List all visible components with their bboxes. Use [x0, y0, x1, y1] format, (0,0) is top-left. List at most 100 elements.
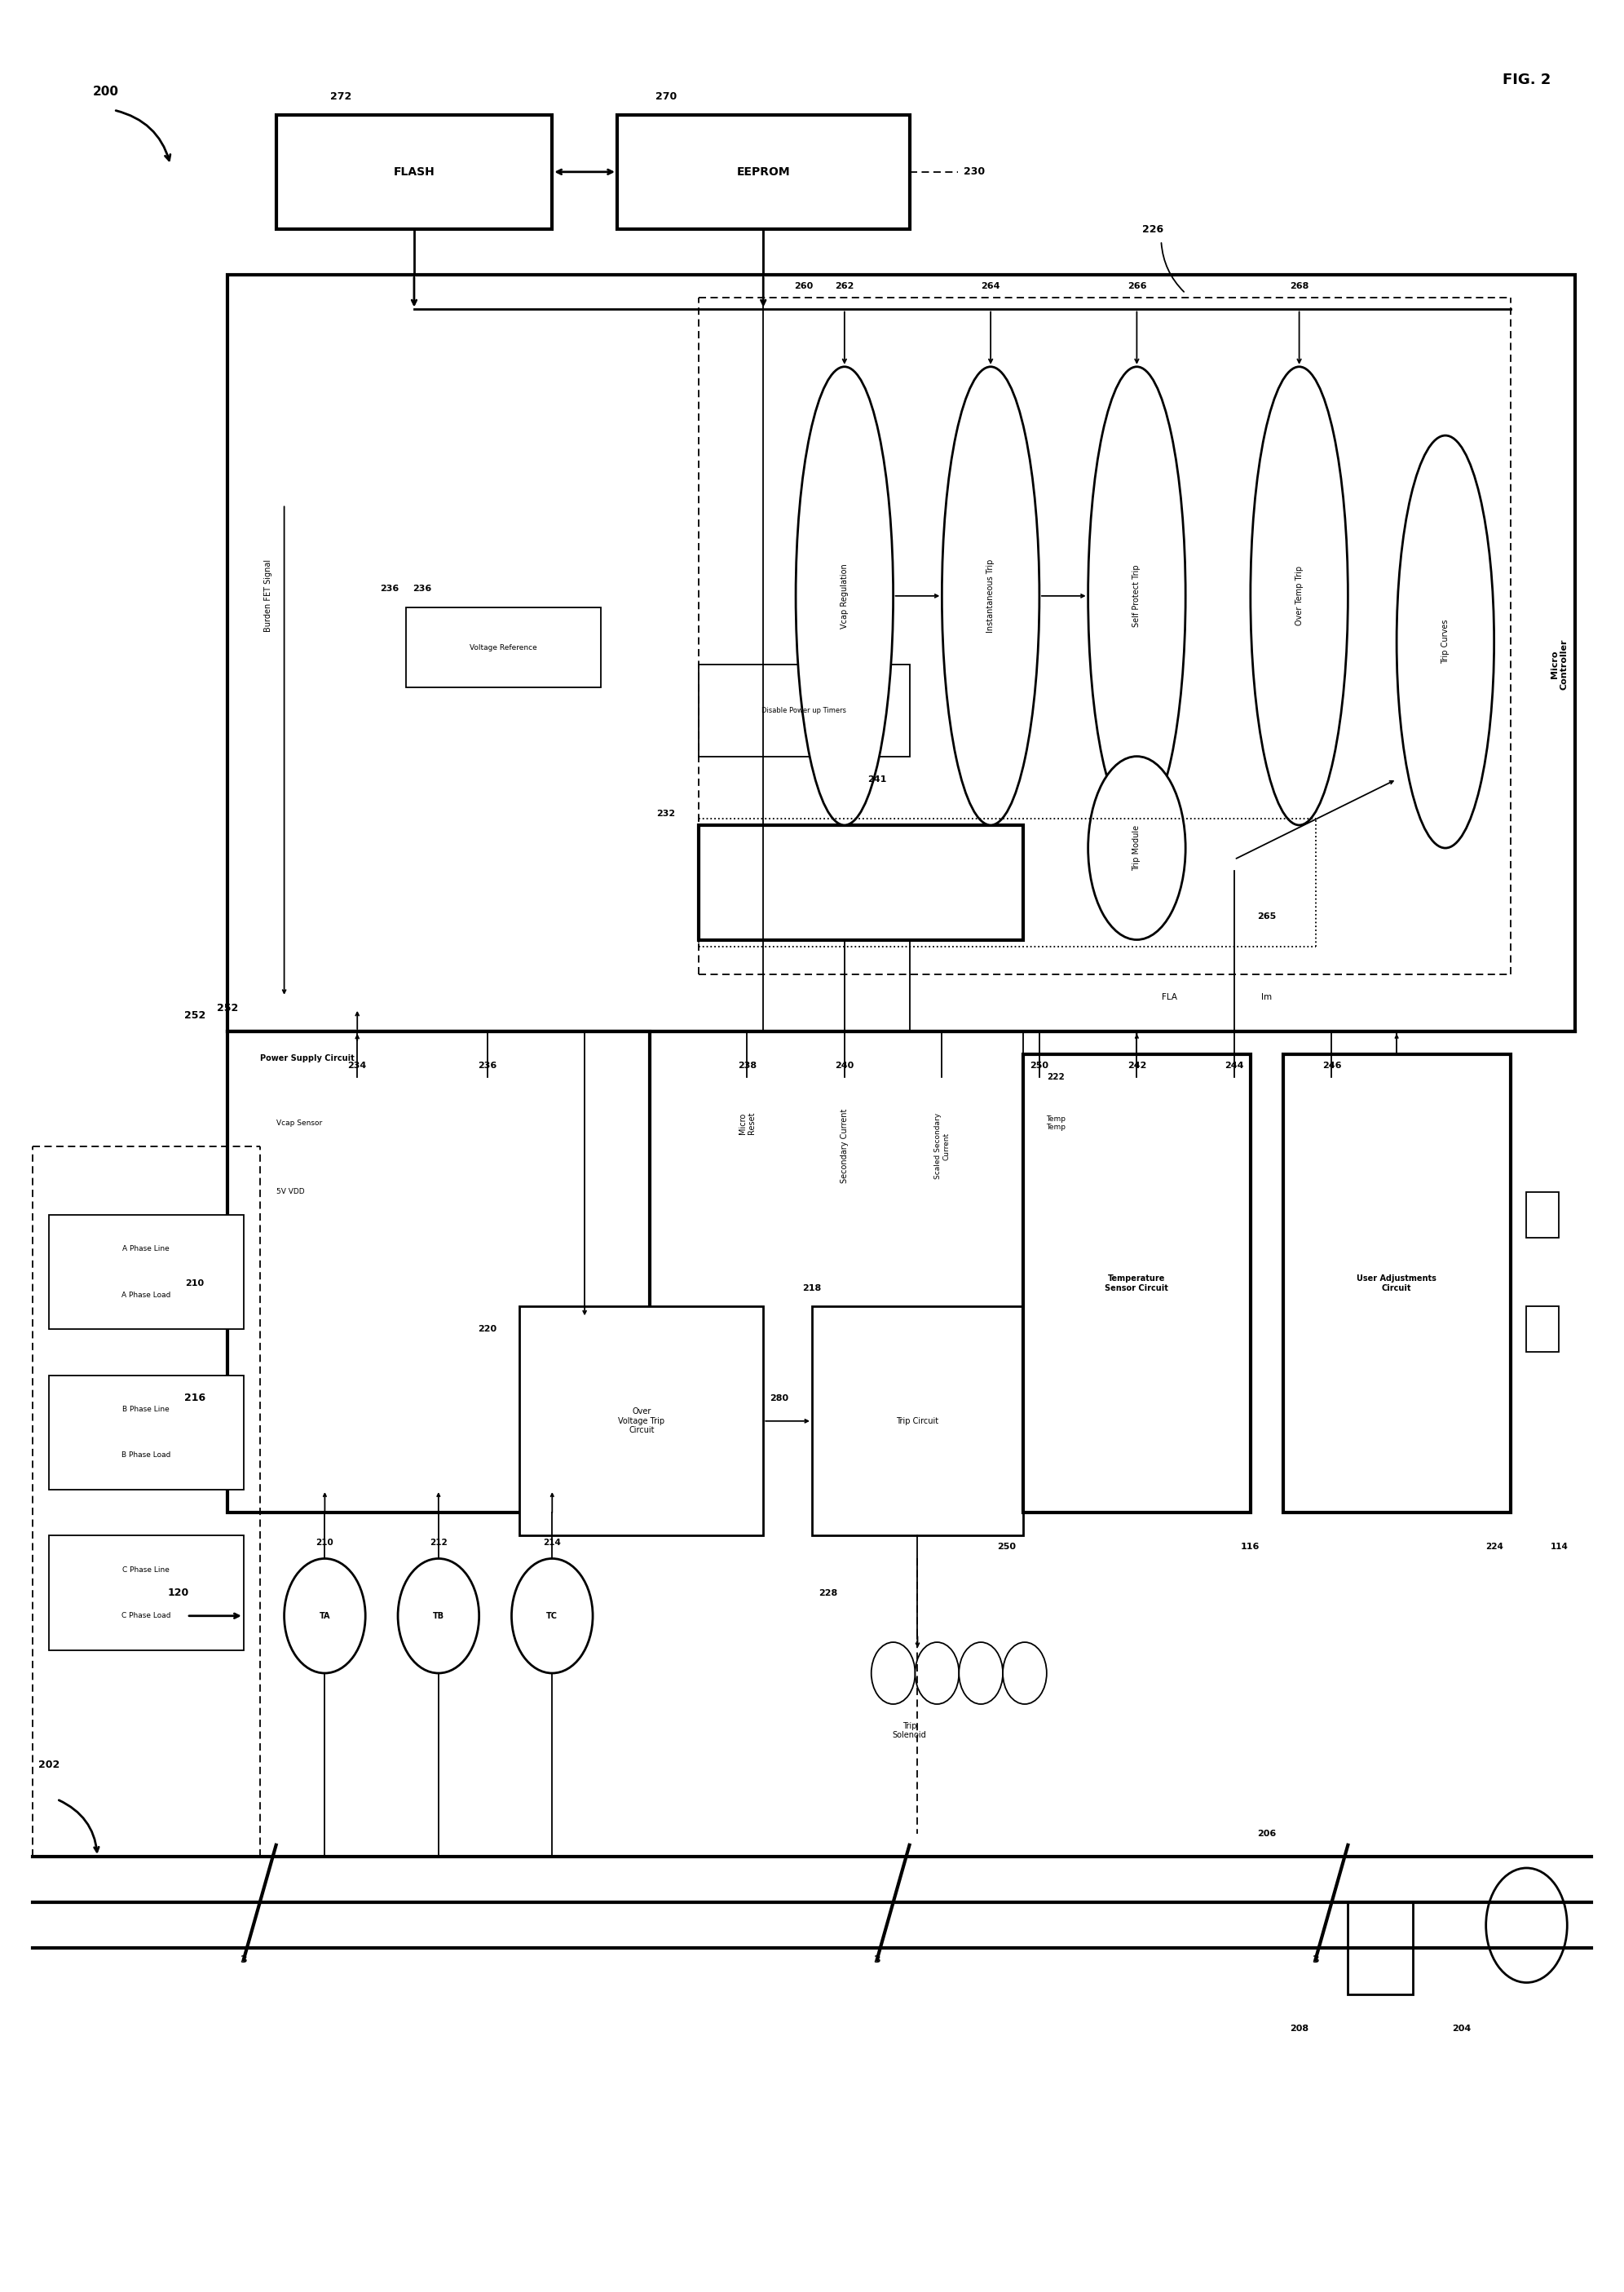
Text: 218: 218	[802, 1284, 822, 1293]
Text: Self Protect Trip: Self Protect Trip	[1132, 564, 1142, 628]
Text: Instantaneous Trip: Instantaneous Trip	[986, 559, 996, 633]
Text: C Phase Load: C Phase Load	[122, 1611, 171, 1620]
Bar	[49, 1215, 244, 1329]
Text: Vcap Regulation: Vcap Regulation	[840, 564, 849, 628]
Text: 252: 252	[184, 1011, 206, 1020]
Text: 210: 210	[185, 1279, 205, 1288]
Text: 230: 230	[963, 167, 986, 176]
Text: Burden FET Signal: Burden FET Signal	[263, 559, 273, 633]
Bar	[1348, 1902, 1413, 1994]
Text: 250: 250	[1030, 1061, 1049, 1070]
Ellipse shape	[1088, 367, 1186, 825]
Text: User Adjustments
Circuit: User Adjustments Circuit	[1356, 1274, 1437, 1293]
Text: 236: 236	[380, 584, 400, 594]
Text: TB: TB	[432, 1611, 445, 1620]
Text: Micro
Controller: Micro Controller	[1551, 639, 1567, 690]
Text: 212: 212	[430, 1538, 447, 1547]
Ellipse shape	[916, 1641, 960, 1705]
Bar	[406, 607, 601, 688]
Text: 202: 202	[37, 1760, 60, 1769]
Text: A Phase Load: A Phase Load	[122, 1290, 171, 1300]
Text: Temp
Temp: Temp Temp	[1046, 1116, 1065, 1130]
Bar	[49, 1536, 244, 1650]
Ellipse shape	[1088, 756, 1186, 940]
Text: FIG. 2: FIG. 2	[1502, 73, 1551, 87]
Text: 226: 226	[1142, 225, 1164, 234]
Text: Trip Module: Trip Module	[1132, 825, 1142, 871]
Text: 270: 270	[654, 92, 677, 101]
Ellipse shape	[796, 367, 893, 825]
Bar	[276, 115, 552, 229]
Text: 5V VDD: 5V VDD	[276, 1187, 304, 1196]
Text: 236: 236	[477, 1061, 497, 1070]
Text: Vcap Sensor: Vcap Sensor	[276, 1118, 322, 1128]
Text: TC: TC	[546, 1611, 559, 1620]
Bar	[227, 1031, 650, 1513]
FancyArrowPatch shape	[188, 1614, 239, 1618]
Text: TA: TA	[320, 1611, 330, 1620]
Text: Trip
Solenoid: Trip Solenoid	[893, 1721, 926, 1740]
Text: 208: 208	[1289, 2024, 1309, 2033]
Text: 3: 3	[1312, 1955, 1319, 1964]
Text: Im: Im	[1262, 992, 1272, 1002]
Text: 214: 214	[544, 1538, 560, 1547]
Text: 264: 264	[981, 282, 1000, 291]
Text: FLA: FLA	[1161, 992, 1177, 1002]
Text: 210: 210	[317, 1538, 333, 1547]
Text: 220: 220	[477, 1325, 497, 1334]
Text: 240: 240	[835, 1061, 854, 1070]
FancyArrowPatch shape	[1161, 243, 1184, 291]
Bar	[812, 1306, 1023, 1536]
Ellipse shape	[512, 1559, 593, 1673]
Text: Power Supply Circuit: Power Supply Circuit	[260, 1054, 354, 1063]
Text: 224: 224	[1486, 1543, 1502, 1552]
Text: 116: 116	[1241, 1543, 1260, 1552]
Text: Over Temp Trip: Over Temp Trip	[1294, 566, 1304, 626]
Bar	[520, 1306, 763, 1536]
Text: 3: 3	[874, 1955, 880, 1964]
Text: 244: 244	[1224, 1061, 1244, 1070]
Text: B Phase Load: B Phase Load	[122, 1451, 171, 1460]
Text: 216: 216	[184, 1394, 206, 1403]
Bar	[1527, 1192, 1559, 1238]
Ellipse shape	[1397, 435, 1494, 848]
Ellipse shape	[1250, 367, 1348, 825]
Ellipse shape	[398, 1559, 479, 1673]
Text: 234: 234	[348, 1061, 367, 1070]
Ellipse shape	[284, 1559, 365, 1673]
Text: 120: 120	[167, 1588, 190, 1598]
Text: B Phase Line: B Phase Line	[123, 1405, 169, 1414]
FancyArrowPatch shape	[115, 110, 171, 160]
Text: C Phase Line: C Phase Line	[122, 1565, 171, 1575]
Text: Scaled Secondary
Current: Scaled Secondary Current	[934, 1114, 950, 1178]
Text: 262: 262	[835, 282, 854, 291]
FancyArrowPatch shape	[58, 1799, 99, 1852]
Text: Secondary Current: Secondary Current	[840, 1109, 849, 1183]
Bar	[1023, 1054, 1250, 1513]
Text: 242: 242	[1127, 1061, 1147, 1070]
Ellipse shape	[942, 367, 1039, 825]
Text: Disable Power up Timers: Disable Power up Timers	[762, 706, 846, 715]
Text: 232: 232	[656, 809, 676, 818]
Text: Temperature
Sensor Circuit: Temperature Sensor Circuit	[1104, 1274, 1169, 1293]
Text: A Phase Line: A Phase Line	[123, 1245, 169, 1254]
Bar	[1283, 1054, 1510, 1513]
Bar	[698, 825, 1023, 940]
Bar	[49, 1375, 244, 1490]
Bar	[617, 115, 909, 229]
Text: 3: 3	[240, 1955, 247, 1964]
Ellipse shape	[870, 1641, 916, 1705]
Text: 246: 246	[1322, 1061, 1341, 1070]
Text: 204: 204	[1452, 2024, 1471, 2033]
Text: Micro
Reset: Micro Reset	[739, 1112, 755, 1135]
Text: 241: 241	[867, 775, 887, 784]
Text: 200: 200	[93, 85, 119, 99]
Text: 265: 265	[1257, 912, 1276, 921]
Text: FLASH: FLASH	[393, 167, 435, 176]
Text: 238: 238	[737, 1061, 757, 1070]
Text: 280: 280	[770, 1394, 789, 1403]
Text: 250: 250	[997, 1543, 1017, 1552]
Text: 228: 228	[818, 1588, 838, 1598]
Bar	[227, 275, 1575, 1031]
Text: 260: 260	[794, 282, 814, 291]
